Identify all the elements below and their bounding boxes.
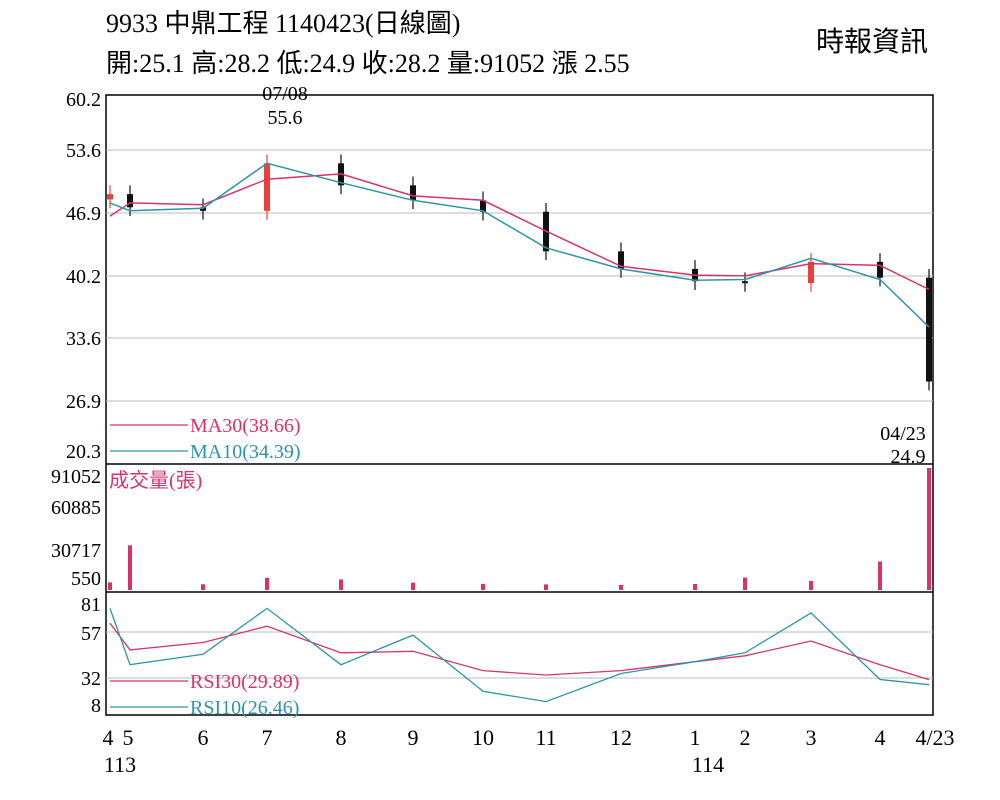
rsi-line-rsi30 bbox=[109, 622, 930, 681]
candlesticks bbox=[107, 154, 932, 391]
grid bbox=[105, 94, 934, 716]
rsi-tick: 32 bbox=[81, 668, 101, 690]
price-tick: 60.2 bbox=[66, 89, 101, 111]
peak-value-label: 55.6 bbox=[268, 107, 303, 129]
candle-body bbox=[742, 281, 748, 284]
annotations: 07/08 55.6 04/23 24.9 bbox=[262, 83, 926, 468]
legend-ma30: MA30(38.66) bbox=[190, 415, 301, 437]
rsi-lines bbox=[109, 607, 930, 703]
legend-rsi10: RSI10(26.46) bbox=[190, 697, 299, 719]
chart-title: 9933 中鼎工程 1140423(日線圖) bbox=[106, 9, 461, 38]
price-tick: 40.2 bbox=[66, 266, 101, 288]
volume-bar bbox=[411, 582, 415, 590]
price-axis: 60.2 53.6 46.9 40.2 33.6 26.9 20.3 bbox=[66, 89, 101, 463]
x-tick: 8 bbox=[336, 725, 347, 750]
moving-average-lines bbox=[109, 162, 930, 328]
rsi-tick: 8 bbox=[91, 695, 101, 717]
volume-bars bbox=[108, 468, 931, 590]
x-tick: 2 bbox=[740, 725, 751, 750]
x-tick: 10 bbox=[472, 725, 494, 750]
rsi-legend: RSI30(29.89) RSI10(26.46) bbox=[110, 671, 299, 719]
x-tick: 4 bbox=[103, 725, 114, 750]
volume-bar bbox=[693, 584, 697, 590]
source-label: 時報資訊 bbox=[815, 27, 928, 58]
volume-bar bbox=[927, 468, 931, 590]
x-tick: 5 bbox=[123, 725, 134, 750]
candle-body bbox=[618, 251, 624, 269]
price-tick: 20.3 bbox=[66, 441, 101, 463]
ohlc-summary: 開:25.1 高:28.2 低:24.9 收:28.2 量:91052 漲 2.… bbox=[106, 49, 630, 78]
volume-bar bbox=[809, 581, 813, 590]
last-date-label: 04/23 bbox=[880, 423, 926, 445]
price-tick: 33.6 bbox=[66, 328, 101, 350]
candle-body bbox=[808, 261, 814, 283]
volume-bar bbox=[128, 545, 132, 590]
rsi-tick: 81 bbox=[81, 594, 101, 616]
x-year: 113 bbox=[104, 752, 136, 777]
x-tick: 1 bbox=[690, 725, 701, 750]
x-tick: 12 bbox=[610, 725, 632, 750]
last-value-label: 24.9 bbox=[891, 446, 926, 468]
price-legend: MA30(38.66) MA10(34.39) bbox=[110, 415, 301, 463]
volume-tick: 550 bbox=[71, 568, 101, 590]
legend-ma10: MA10(34.39) bbox=[190, 441, 301, 463]
x-tick: 3 bbox=[806, 725, 817, 750]
candle-body bbox=[200, 207, 206, 211]
price-tick: 53.6 bbox=[66, 140, 101, 162]
volume-bar bbox=[743, 577, 747, 590]
volume-bar bbox=[481, 583, 485, 590]
legend-rsi30: RSI30(29.89) bbox=[190, 671, 299, 693]
volume-bar bbox=[878, 561, 882, 590]
volume-bar bbox=[108, 582, 112, 590]
candle-body bbox=[264, 163, 270, 211]
x-tick: 4/23 bbox=[915, 725, 954, 750]
candle-body bbox=[926, 277, 932, 382]
rsi-tick: 57 bbox=[81, 623, 101, 645]
candle-body bbox=[410, 185, 416, 201]
x-tick: 11 bbox=[535, 725, 556, 750]
price-tick: 46.9 bbox=[66, 203, 101, 225]
candle-body bbox=[107, 194, 113, 200]
rsi-line-rsi10 bbox=[109, 607, 930, 703]
candle-body bbox=[127, 194, 133, 208]
x-year: 114 bbox=[692, 752, 724, 777]
volume-bar bbox=[201, 584, 205, 590]
candle-body bbox=[480, 200, 486, 212]
volume-tick: 60885 bbox=[51, 497, 101, 519]
volume-tick: 30717 bbox=[51, 540, 101, 562]
peak-date-label: 07/08 bbox=[262, 83, 308, 105]
x-tick: 6 bbox=[198, 725, 209, 750]
rsi-axis: 81 57 32 8 bbox=[81, 594, 101, 717]
volume-bar bbox=[544, 584, 548, 590]
x-tick: 4 bbox=[875, 725, 886, 750]
ma-line-ma10 bbox=[109, 162, 930, 328]
volume-axis: 91052 60885 30717 550 bbox=[51, 466, 101, 590]
volume-bar bbox=[619, 584, 623, 590]
price-tick: 26.9 bbox=[66, 391, 101, 413]
volume-bar bbox=[265, 577, 269, 590]
volume-title: 成交量(張) bbox=[109, 469, 202, 492]
x-axis: 4 5 6 7 8 9 10 11 12 1 2 3 4 4/23 113 11… bbox=[103, 725, 955, 777]
x-tick: 7 bbox=[262, 725, 273, 750]
volume-tick: 91052 bbox=[51, 466, 101, 488]
volume-bar bbox=[339, 579, 343, 590]
candle-body bbox=[877, 261, 883, 278]
x-tick: 9 bbox=[408, 725, 419, 750]
